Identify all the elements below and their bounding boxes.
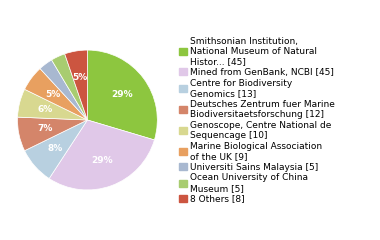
Wedge shape: [25, 120, 87, 179]
Wedge shape: [65, 50, 87, 120]
Wedge shape: [40, 60, 87, 120]
Wedge shape: [17, 117, 87, 151]
Text: 29%: 29%: [111, 90, 133, 99]
Wedge shape: [87, 50, 157, 140]
Wedge shape: [52, 54, 87, 120]
Text: 5%: 5%: [73, 73, 88, 82]
Wedge shape: [49, 120, 154, 190]
Text: 6%: 6%: [38, 105, 53, 114]
Text: 7%: 7%: [37, 124, 53, 133]
Text: 8%: 8%: [47, 144, 63, 153]
Wedge shape: [17, 89, 87, 120]
Legend: Smithsonian Institution,
National Museum of Natural
Histor... [45], Mined from G: Smithsonian Institution, National Museum…: [179, 36, 335, 204]
Wedge shape: [25, 69, 87, 120]
Text: 5%: 5%: [45, 90, 60, 99]
Text: 29%: 29%: [92, 156, 113, 165]
